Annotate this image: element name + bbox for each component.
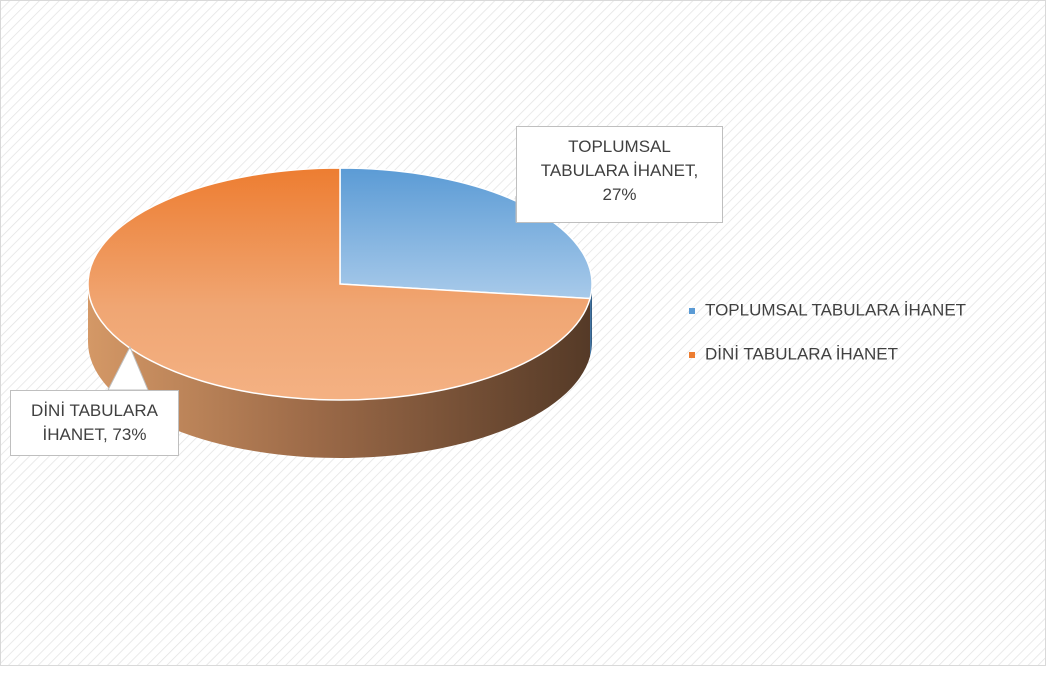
data-label: TOPLUMSAL TABULARA İHANET, 27% (516, 126, 723, 223)
slice-side (590, 284, 592, 357)
slice-side (88, 284, 591, 459)
data-label: DİNİ TABULARA İHANET, 73% (10, 390, 179, 456)
legend-swatch (689, 352, 695, 358)
legend-label: DİNİ TABULARA İHANET (705, 344, 898, 363)
legend-label: TOPLUMSAL TABULARA İHANET (705, 300, 966, 319)
slice (87, 167, 591, 401)
legend-swatch (689, 308, 695, 314)
